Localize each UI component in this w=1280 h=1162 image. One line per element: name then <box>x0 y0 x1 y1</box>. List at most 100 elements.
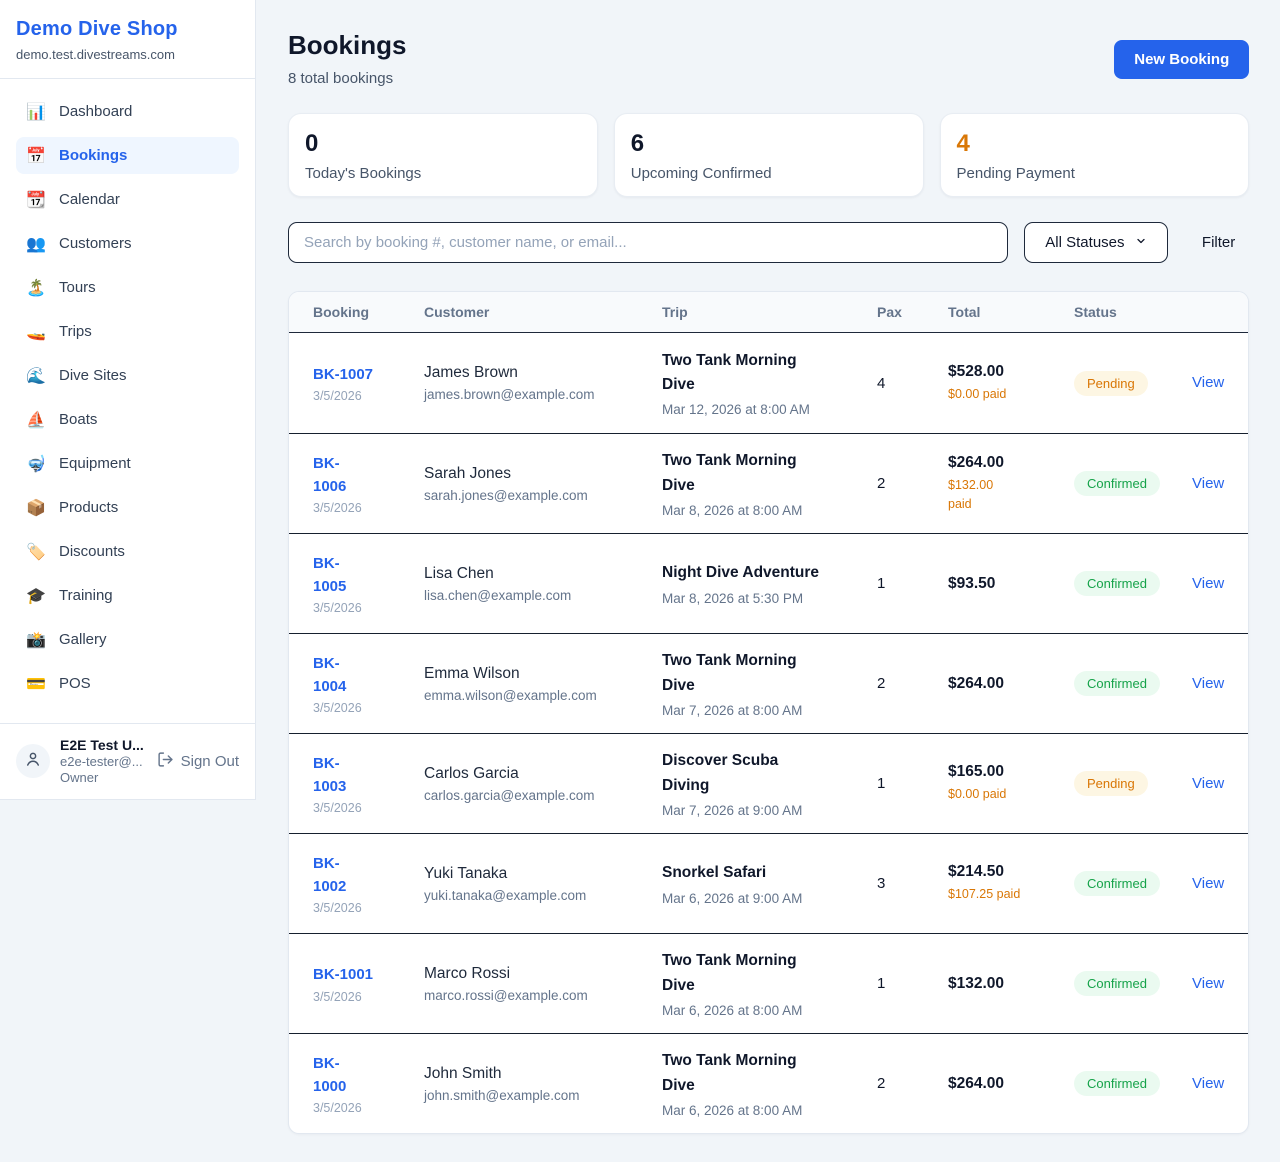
sidebar-item-calendar[interactable]: 📆 Calendar <box>16 181 239 218</box>
status-badge: Confirmed <box>1074 671 1160 696</box>
person-icon <box>24 750 42 773</box>
stat-label: Pending Payment <box>956 165 1075 182</box>
training-icon: 🎓 <box>26 587 46 605</box>
customer-email: marco.rossi@example.com <box>424 987 588 1003</box>
view-link[interactable]: View <box>1192 874 1225 892</box>
customer-name: Sarah Jones <box>424 464 512 482</box>
stat-card: 0 Today's Bookings <box>288 113 598 197</box>
customer-email: lisa.chen@example.com <box>424 587 572 603</box>
customer-name: John Smith <box>424 1064 502 1082</box>
trip-time: Mar 6, 2026 at 8:00 AM <box>662 1102 803 1118</box>
customer-name: Lisa Chen <box>424 564 494 582</box>
trip-time: Mar 7, 2026 at 8:00 AM <box>662 702 803 718</box>
stat-value: 0 <box>305 130 319 157</box>
customer-email: yuki.tanaka@example.com <box>424 887 587 903</box>
view-link[interactable]: View <box>1192 474 1225 492</box>
booking-id-link[interactable]: BK- 1004 <box>313 654 347 695</box>
sidebar-item-discounts[interactable]: 🏷️ Discounts <box>16 533 239 570</box>
new-booking-button[interactable]: New Booking <box>1114 40 1250 79</box>
pax-value: 2 <box>877 675 886 692</box>
booking-id-link[interactable]: BK- 1005 <box>313 554 347 595</box>
trip-time: Mar 6, 2026 at 9:00 AM <box>662 890 803 906</box>
sign-out-button[interactable]: Sign Out <box>157 751 239 772</box>
status-select[interactable]: All Statuses <box>1023 222 1168 263</box>
view-link[interactable]: View <box>1192 374 1225 391</box>
booking-id-link[interactable]: BK-1001 <box>313 966 374 984</box>
avatar <box>16 744 50 778</box>
booking-id-link[interactable]: BK- 1003 <box>313 754 347 795</box>
sidebar-item-bookings[interactable]: 📅 Bookings <box>16 137 239 174</box>
sidebar-item-tours[interactable]: 🏝️ Tours <box>16 269 239 306</box>
view-link[interactable]: View <box>1192 674 1225 692</box>
equipment-icon: 🤿 <box>26 455 46 473</box>
sidebar-item-pos[interactable]: 💳 POS <box>16 665 239 702</box>
pax-value: 1 <box>877 975 886 992</box>
sidebar-item-training[interactable]: 🎓 Training <box>16 577 239 614</box>
view-link[interactable]: View <box>1192 1074 1225 1092</box>
user-name: E2E Test U... <box>60 737 144 753</box>
bookings-icon: 📅 <box>26 147 46 165</box>
trip-name: Two Tank Morning Dive <box>662 452 797 494</box>
customer-email: sarah.jones@example.com <box>424 487 588 503</box>
view-link[interactable]: View <box>1192 774 1225 792</box>
booking-date: 3/5/2026 <box>313 501 362 516</box>
trip-name: Two Tank Morning Dive <box>662 351 797 393</box>
page-title: Bookings <box>288 30 407 60</box>
booking-id-link[interactable]: BK-1007 <box>313 365 374 383</box>
pax-value: 1 <box>877 575 886 592</box>
sidebar-item-trips[interactable]: 🚤 Trips <box>16 313 239 350</box>
sidebar-item-equipment[interactable]: 🤿 Equipment <box>16 445 239 482</box>
discounts-icon: 🏷️ <box>26 543 46 561</box>
search-input[interactable] <box>288 222 1008 263</box>
trip-time: Mar 12, 2026 at 8:00 AM <box>662 402 810 418</box>
filter-row: All Statuses Filter <box>288 222 1249 263</box>
total-amount: $165.00 <box>948 763 1005 781</box>
view-link[interactable]: View <box>1192 574 1225 592</box>
total-amount: $264.00 <box>948 453 1005 471</box>
table-body: BK-1007 3/5/2026 James Brown james.brown… <box>289 333 1249 1133</box>
table-row: BK- 1005 3/5/2026 Lisa Chen lisa.chen@ex… <box>289 533 1249 633</box>
booking-id-link[interactable]: BK- 1002 <box>313 854 347 895</box>
pax-value: 4 <box>877 374 886 392</box>
stat-card: 4 Pending Payment <box>939 113 1250 197</box>
paid-amount: $132.00 paid <box>948 477 994 511</box>
calendar-icon: 📆 <box>26 191 46 209</box>
sidebar-item-customers[interactable]: 👥 Customers <box>16 225 239 262</box>
sidebar-item-label: Trips <box>59 323 92 340</box>
view-link[interactable]: View <box>1192 974 1225 992</box>
status-badge: Confirmed <box>1074 471 1160 496</box>
sidebar-item-products[interactable]: 📦 Products <box>16 489 239 526</box>
sidebar-item-gallery[interactable]: 📸 Gallery <box>16 621 239 658</box>
stat-card: 6 Upcoming Confirmed <box>613 113 924 197</box>
booking-id-link[interactable]: BK- 1006 <box>313 454 347 495</box>
sidebar-item-label: Dashboard <box>59 103 133 120</box>
sidebar-item-boats[interactable]: ⛵ Boats <box>16 401 239 438</box>
booking-date: 3/5/2026 <box>313 601 362 616</box>
customer-email: james.brown@example.com <box>424 387 595 402</box>
table-row: BK-1007 3/5/2026 James Brown james.brown… <box>289 333 1248 433</box>
main-content: Bookings 8 total bookings New Booking 0 … <box>256 0 1280 1162</box>
total-amount: $93.50 <box>948 574 996 592</box>
customer-name: James Brown <box>424 364 518 381</box>
booking-id-link[interactable]: BK- 1000 <box>313 1054 347 1095</box>
customer-name: Carlos Garcia <box>424 764 519 782</box>
col-pax: Pax <box>877 304 902 320</box>
page-header: Bookings 8 total bookings New Booking <box>288 30 1250 87</box>
sidebar-item-label: Customers <box>59 235 132 252</box>
user-role: Owner <box>60 770 99 785</box>
sidebar-item-dashboard[interactable]: 📊 Dashboard <box>16 93 239 130</box>
stat-label: Today's Bookings <box>305 165 422 182</box>
table-row: BK- 1006 3/5/2026 Sarah Jones sarah.jone… <box>289 433 1249 533</box>
table-row: BK- 1004 3/5/2026 Emma Wilson emma.wilso… <box>289 633 1249 733</box>
total-amount: $264.00 <box>948 1074 1005 1092</box>
trip-name: Two Tank Morning Dive <box>662 952 797 994</box>
filter-button[interactable]: Filter <box>1188 234 1249 251</box>
sidebar-item-label: Bookings <box>59 147 128 164</box>
pax-value: 2 <box>877 1075 886 1092</box>
sidebar-item-dive-sites[interactable]: 🌊 Dive Sites <box>16 357 239 394</box>
booking-date: 3/5/2026 <box>313 901 362 916</box>
sidebar-item-label: Training <box>59 587 113 604</box>
stat-label: Upcoming Confirmed <box>630 165 772 182</box>
tours-icon: 🏝️ <box>26 279 46 297</box>
sidebar-item-label: Boats <box>59 411 98 428</box>
